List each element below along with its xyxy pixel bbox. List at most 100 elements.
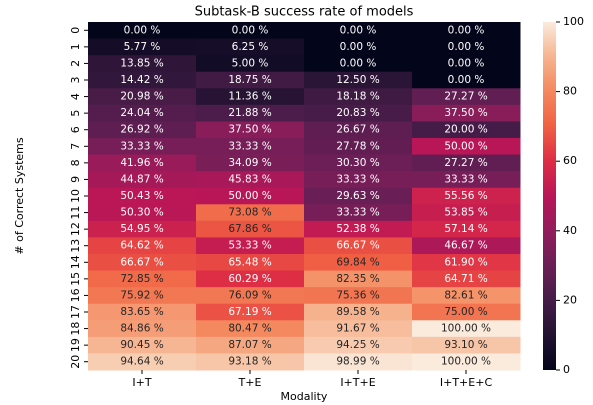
x-tick-label: I+T+E bbox=[340, 376, 375, 389]
heatmap-cell bbox=[304, 138, 413, 156]
heatmap-cell bbox=[196, 204, 305, 222]
heatmap-cell bbox=[304, 55, 413, 73]
cell-label: 64.71 % bbox=[444, 273, 487, 285]
cell-label: 27.27 % bbox=[444, 91, 487, 103]
cell-label: 18.75 % bbox=[228, 74, 271, 86]
cell-label: 20.83 % bbox=[336, 107, 379, 119]
heatmap-cell bbox=[88, 254, 197, 272]
cell-label: 53.33 % bbox=[228, 240, 271, 252]
cell-label: 12.50 % bbox=[336, 74, 379, 86]
heatmap-cell bbox=[88, 88, 197, 106]
cell-label: 37.50 % bbox=[444, 107, 487, 119]
cell-label: 82.35 % bbox=[336, 273, 379, 285]
y-tick-label: 8 bbox=[69, 159, 82, 166]
cell-label: 50.00 % bbox=[444, 140, 487, 152]
cell-label: 94.64 % bbox=[120, 356, 163, 368]
heatmap-cell bbox=[412, 104, 521, 122]
cell-label: 75.00 % bbox=[444, 306, 487, 318]
heatmap-cell bbox=[88, 303, 197, 321]
heatmap-cell bbox=[196, 22, 305, 40]
cell-label: 0.00 % bbox=[340, 24, 377, 36]
y-tick-label: 18 bbox=[69, 322, 82, 336]
cell-label: 100.00 % bbox=[441, 356, 491, 368]
heatmap-cell bbox=[412, 287, 521, 305]
cell-label: 33.33 % bbox=[336, 173, 379, 185]
heatmap-cell bbox=[196, 254, 305, 272]
heatmap-cell bbox=[304, 121, 413, 139]
cell-label: 0.00 % bbox=[340, 41, 377, 53]
heatmap-cell bbox=[196, 55, 305, 73]
heatmap-cell bbox=[88, 287, 197, 305]
cell-label: 20.00 % bbox=[444, 124, 487, 136]
heatmap-cell bbox=[88, 204, 197, 222]
cell-label: 44.87 % bbox=[120, 173, 163, 185]
colorbar-tick-label: 100 bbox=[563, 15, 584, 28]
heatmap-cell bbox=[196, 171, 305, 189]
y-tick-label: 2 bbox=[69, 60, 82, 67]
cell-label: 33.33 % bbox=[444, 173, 487, 185]
cell-label: 13.85 % bbox=[120, 57, 163, 69]
cell-label: 64.62 % bbox=[120, 240, 163, 252]
heatmap-cell bbox=[304, 22, 413, 40]
x-axis-label: Modality bbox=[281, 390, 328, 403]
heatmap-cell bbox=[412, 154, 521, 172]
cell-label: 82.61 % bbox=[444, 289, 487, 301]
cell-label: 75.36 % bbox=[336, 289, 379, 301]
cell-label: 89.58 % bbox=[336, 306, 379, 318]
cell-label: 93.18 % bbox=[228, 356, 271, 368]
cell-label: 33.33 % bbox=[120, 140, 163, 152]
colorbar-tick-label: 40 bbox=[563, 224, 577, 237]
cell-label: 50.00 % bbox=[228, 190, 271, 202]
cell-label: 26.67 % bbox=[336, 124, 379, 136]
heatmap-cell bbox=[304, 204, 413, 222]
heatmap-cell bbox=[304, 104, 413, 122]
heatmap-cell bbox=[88, 38, 197, 56]
heatmap-cell bbox=[412, 55, 521, 73]
heatmap-cell bbox=[88, 220, 197, 238]
cell-label: 65.48 % bbox=[228, 256, 271, 268]
cell-label: 83.65 % bbox=[120, 306, 163, 318]
cell-label: 72.85 % bbox=[120, 273, 163, 285]
cell-label: 91.67 % bbox=[336, 323, 379, 335]
y-tick-label: 6 bbox=[69, 126, 82, 133]
heatmap-cell bbox=[412, 38, 521, 56]
y-axis-label: # of Correct Systems bbox=[13, 137, 26, 254]
x-tick-label: T+E bbox=[238, 376, 262, 389]
cell-label: 29.63 % bbox=[336, 190, 379, 202]
cell-label: 33.33 % bbox=[228, 140, 271, 152]
cell-label: 14.42 % bbox=[120, 74, 163, 86]
heatmap-cell bbox=[412, 22, 521, 40]
cell-label: 84.86 % bbox=[120, 323, 163, 335]
colorbar-tick-label: 20 bbox=[563, 293, 577, 306]
heatmap-cell bbox=[88, 71, 197, 89]
heatmap-cell bbox=[412, 270, 521, 288]
cell-label: 0.00 % bbox=[448, 57, 485, 69]
heatmap-cell bbox=[304, 353, 413, 371]
cell-label: 93.10 % bbox=[444, 339, 487, 351]
heatmap-cell bbox=[196, 154, 305, 172]
heatmap-cell bbox=[88, 171, 197, 189]
cell-label: 0.00 % bbox=[448, 74, 485, 86]
heatmap-cell bbox=[304, 303, 413, 321]
y-tick-label: 1 bbox=[69, 43, 82, 50]
heatmap-cell bbox=[196, 237, 305, 255]
heatmap-cell bbox=[412, 220, 521, 238]
cell-label: 0.00 % bbox=[124, 24, 161, 36]
colorbar-tick-label: 0 bbox=[563, 363, 570, 376]
heatmap-cell bbox=[304, 270, 413, 288]
heatmap-cell bbox=[412, 171, 521, 189]
colorbar bbox=[543, 22, 556, 370]
cell-label: 50.30 % bbox=[120, 207, 163, 219]
cell-label: 33.33 % bbox=[336, 207, 379, 219]
cell-label: 76.09 % bbox=[228, 289, 271, 301]
heatmap-cell bbox=[196, 336, 305, 354]
heatmap-cell bbox=[88, 104, 197, 122]
heatmap-cell bbox=[304, 88, 413, 106]
heatmap-cell bbox=[88, 270, 197, 288]
cell-label: 69.84 % bbox=[336, 256, 379, 268]
cell-label: 94.25 % bbox=[336, 339, 379, 351]
heatmap-cell bbox=[196, 187, 305, 205]
heatmap-cell bbox=[88, 138, 197, 156]
heatmap-cell bbox=[88, 353, 197, 371]
